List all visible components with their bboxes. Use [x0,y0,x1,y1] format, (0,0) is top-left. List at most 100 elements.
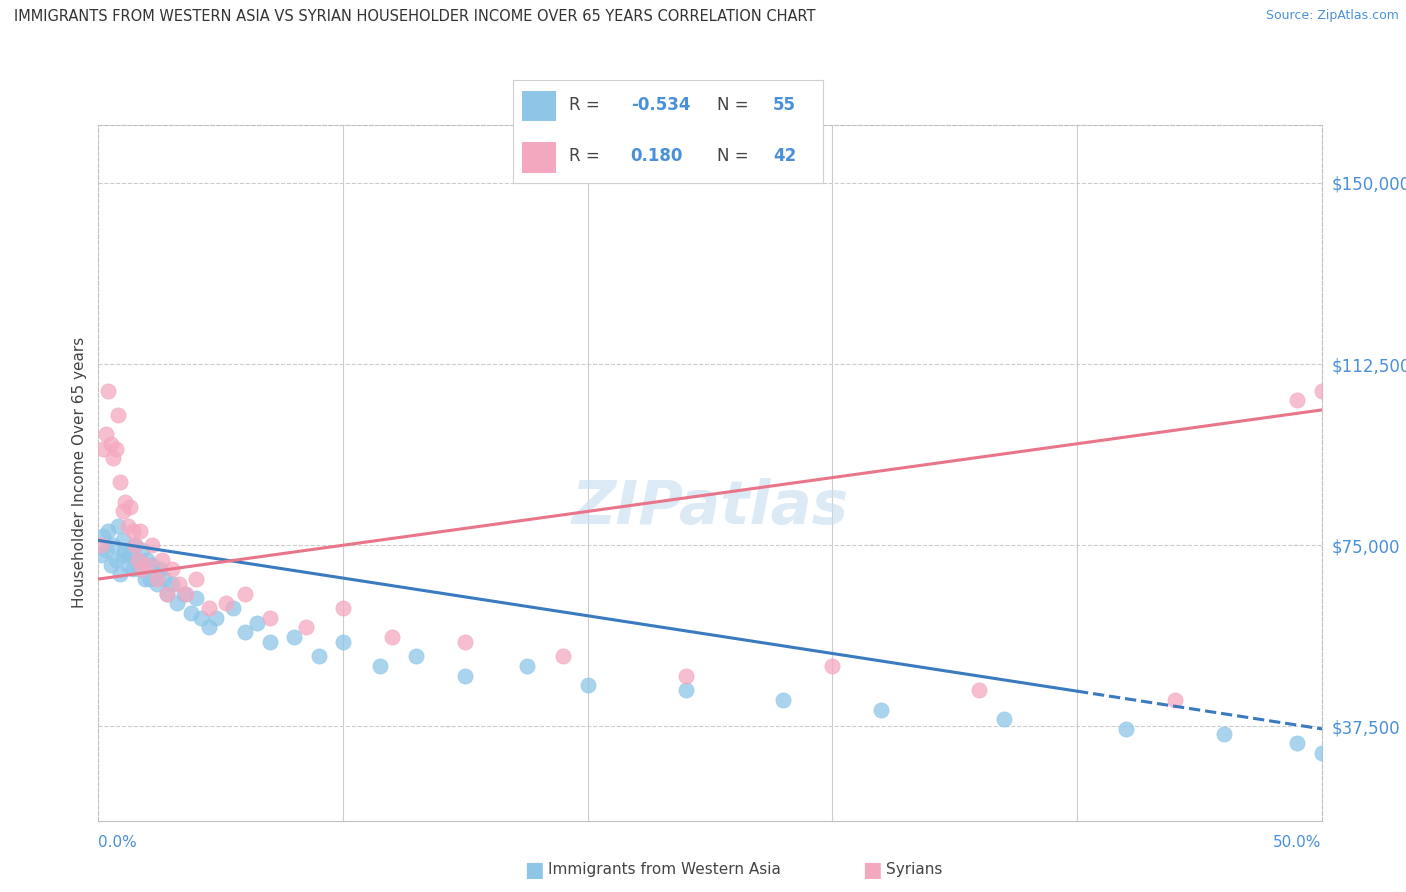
Point [1164,693,1187,707]
Point [1115,722,1137,736]
Point [233,625,256,640]
Point [121,562,143,576]
Point [160,562,183,576]
Point [91,528,114,542]
Point [233,586,256,600]
Point [100,558,122,572]
Text: ■: ■ [524,860,544,880]
Point [104,552,127,567]
Point [111,504,134,518]
Text: 0.0%: 0.0% [98,836,138,850]
Text: Source: ZipAtlas.com: Source: ZipAtlas.com [1265,9,1399,22]
Point [146,577,169,591]
Point [246,615,269,630]
Point [107,408,129,422]
Y-axis label: Householder Income Over 65 years: Householder Income Over 65 years [72,337,87,608]
Point [114,543,136,558]
Point [136,552,159,567]
Point [405,649,427,664]
Point [120,500,142,514]
Point [1212,726,1234,740]
Point [166,596,188,610]
Point [381,630,404,644]
Point [1310,384,1333,398]
Point [141,538,163,552]
Point [107,519,129,533]
Point [121,524,143,538]
Point [160,577,183,591]
Text: ■: ■ [862,860,882,880]
Point [129,524,152,538]
Point [136,558,159,572]
Point [150,552,173,567]
Point [295,620,318,634]
Text: 42: 42 [773,147,796,165]
Point [967,683,990,698]
Point [131,562,153,576]
Text: ZIPatlas: ZIPatlas [571,478,849,537]
Point [149,562,172,576]
Text: N =: N = [717,147,754,165]
Point [332,635,354,649]
Point [1286,393,1309,408]
Point [993,712,1015,726]
Text: 0.180: 0.180 [631,147,683,165]
Point [124,538,146,552]
Point [176,586,198,600]
Point [97,384,120,398]
Point [127,552,149,567]
Point [91,442,114,456]
Point [153,572,176,586]
Text: Syrians: Syrians [886,863,942,877]
Text: R =: R = [569,147,605,165]
Point [186,572,208,586]
Point [190,611,212,625]
Point [553,649,575,664]
Point [515,659,537,673]
Point [454,635,477,649]
Point [114,494,136,508]
Point [141,558,163,572]
Point [146,572,169,586]
Text: Immigrants from Western Asia: Immigrants from Western Asia [548,863,782,877]
Point [117,519,139,533]
Point [97,524,120,538]
Point [308,649,330,664]
Point [222,601,245,615]
Point [101,538,124,552]
Point [186,591,208,606]
Text: IMMIGRANTS FROM WESTERN ASIA VS SYRIAN HOUSEHOLDER INCOME OVER 65 YEARS CORRELAT: IMMIGRANTS FROM WESTERN ASIA VS SYRIAN H… [14,9,815,24]
Point [111,533,134,548]
Point [131,543,153,558]
Point [90,548,112,562]
Point [110,567,132,582]
Point [197,601,219,615]
Point [94,427,117,442]
Point [675,683,697,698]
Point [124,538,146,552]
Point [156,586,179,600]
Point [139,572,162,586]
Text: R =: R = [569,96,605,114]
Point [368,659,391,673]
Point [1286,736,1309,750]
Point [94,543,117,558]
Point [1310,746,1333,760]
Point [821,659,844,673]
Point [675,669,697,683]
Point [167,577,190,591]
Point [120,548,142,562]
Text: 55: 55 [773,96,796,114]
Point [134,572,156,586]
Point [259,611,281,625]
Point [90,538,112,552]
Point [454,669,477,683]
Point [129,562,152,576]
Point [180,606,202,620]
Text: N =: N = [717,96,754,114]
Point [870,702,893,716]
Point [104,442,127,456]
Point [117,558,139,572]
Bar [523,91,557,121]
Point [111,548,134,562]
